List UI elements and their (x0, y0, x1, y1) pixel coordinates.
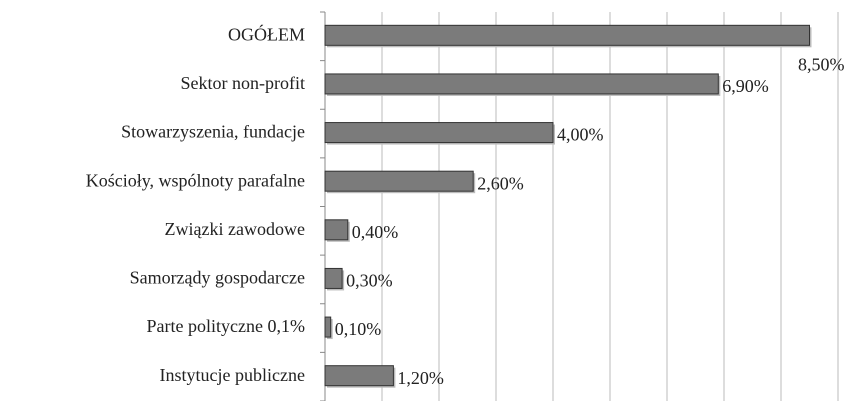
bar (324, 122, 554, 144)
bar (324, 316, 332, 338)
value-label: 8,50% (798, 54, 845, 74)
value-label: 6,90% (722, 76, 769, 96)
category-label: Samorządy gospodarcze (130, 268, 305, 288)
category-label: Kościoły, wspólnoty parafalne (86, 170, 305, 190)
bar (324, 73, 719, 95)
category-label: Stowarzyszenia, fundacje (121, 122, 305, 142)
category-label: Sektor non-profit (181, 73, 305, 93)
category-label: Związki zawodowe (165, 219, 305, 239)
category-label: Parte polityczne 0,1% (147, 316, 305, 336)
bar (324, 24, 810, 46)
value-label: 2,60% (477, 173, 524, 193)
value-label: 1,20% (397, 368, 444, 388)
bar (324, 267, 343, 289)
value-label: 4,00% (557, 125, 604, 145)
value-label: 0,30% (346, 271, 393, 291)
bar (324, 219, 349, 241)
bar (324, 170, 474, 192)
value-label: 0,10% (335, 319, 382, 339)
value-label: 0,40% (352, 222, 399, 242)
category-label: OGÓŁEM (228, 23, 305, 44)
category-label: Instytucje publiczne (160, 365, 305, 385)
bar (324, 365, 394, 387)
